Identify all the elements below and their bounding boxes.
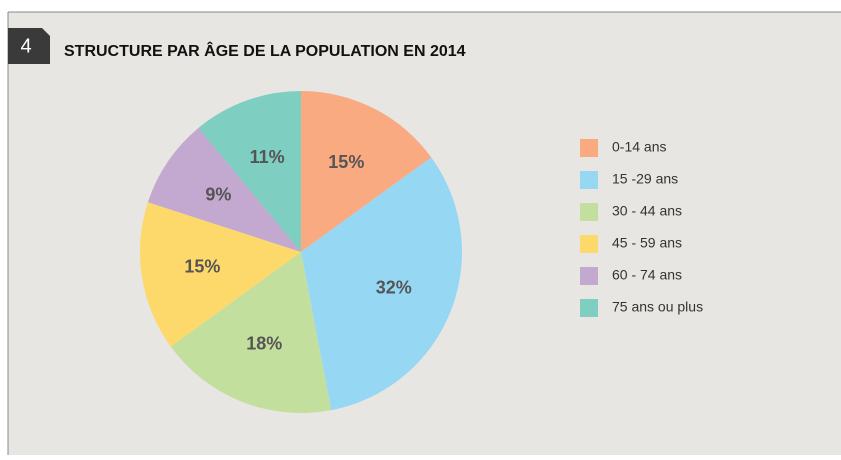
slice-label: 15% [184,256,220,276]
legend-swatch [580,139,598,157]
legend-label: 60 - 74 ans [612,267,682,283]
legend-swatch [580,267,598,285]
pie-slice [198,91,301,252]
legend-swatch [580,171,598,189]
legend-swatch [580,203,598,221]
pie-slice [301,157,463,411]
figure-number: 4 [20,35,31,57]
legend-swatch [580,235,598,253]
pie-slice [147,127,301,252]
pie-slice [140,202,301,347]
slice-label: 11% [250,147,285,167]
legend-label: 15 -29 ans [612,171,678,187]
legend-label: 75 ans ou plus [612,299,703,315]
legend-label: 0-14 ans [612,139,666,155]
legend-swatch [580,299,598,317]
figure-badge [8,28,50,64]
pie-slice [301,91,432,252]
slice-label: 32% [376,277,412,297]
slice-label: 15% [328,152,364,172]
slice-label: 9% [205,185,231,205]
chart-title: STRUCTURE PAR ÂGE DE LA POPULATION EN 20… [64,41,466,60]
slice-label: 18% [246,334,282,354]
legend-label: 45 - 59 ans [612,235,682,251]
legend-label: 30 - 44 ans [612,203,682,219]
pie-slice [170,252,332,413]
